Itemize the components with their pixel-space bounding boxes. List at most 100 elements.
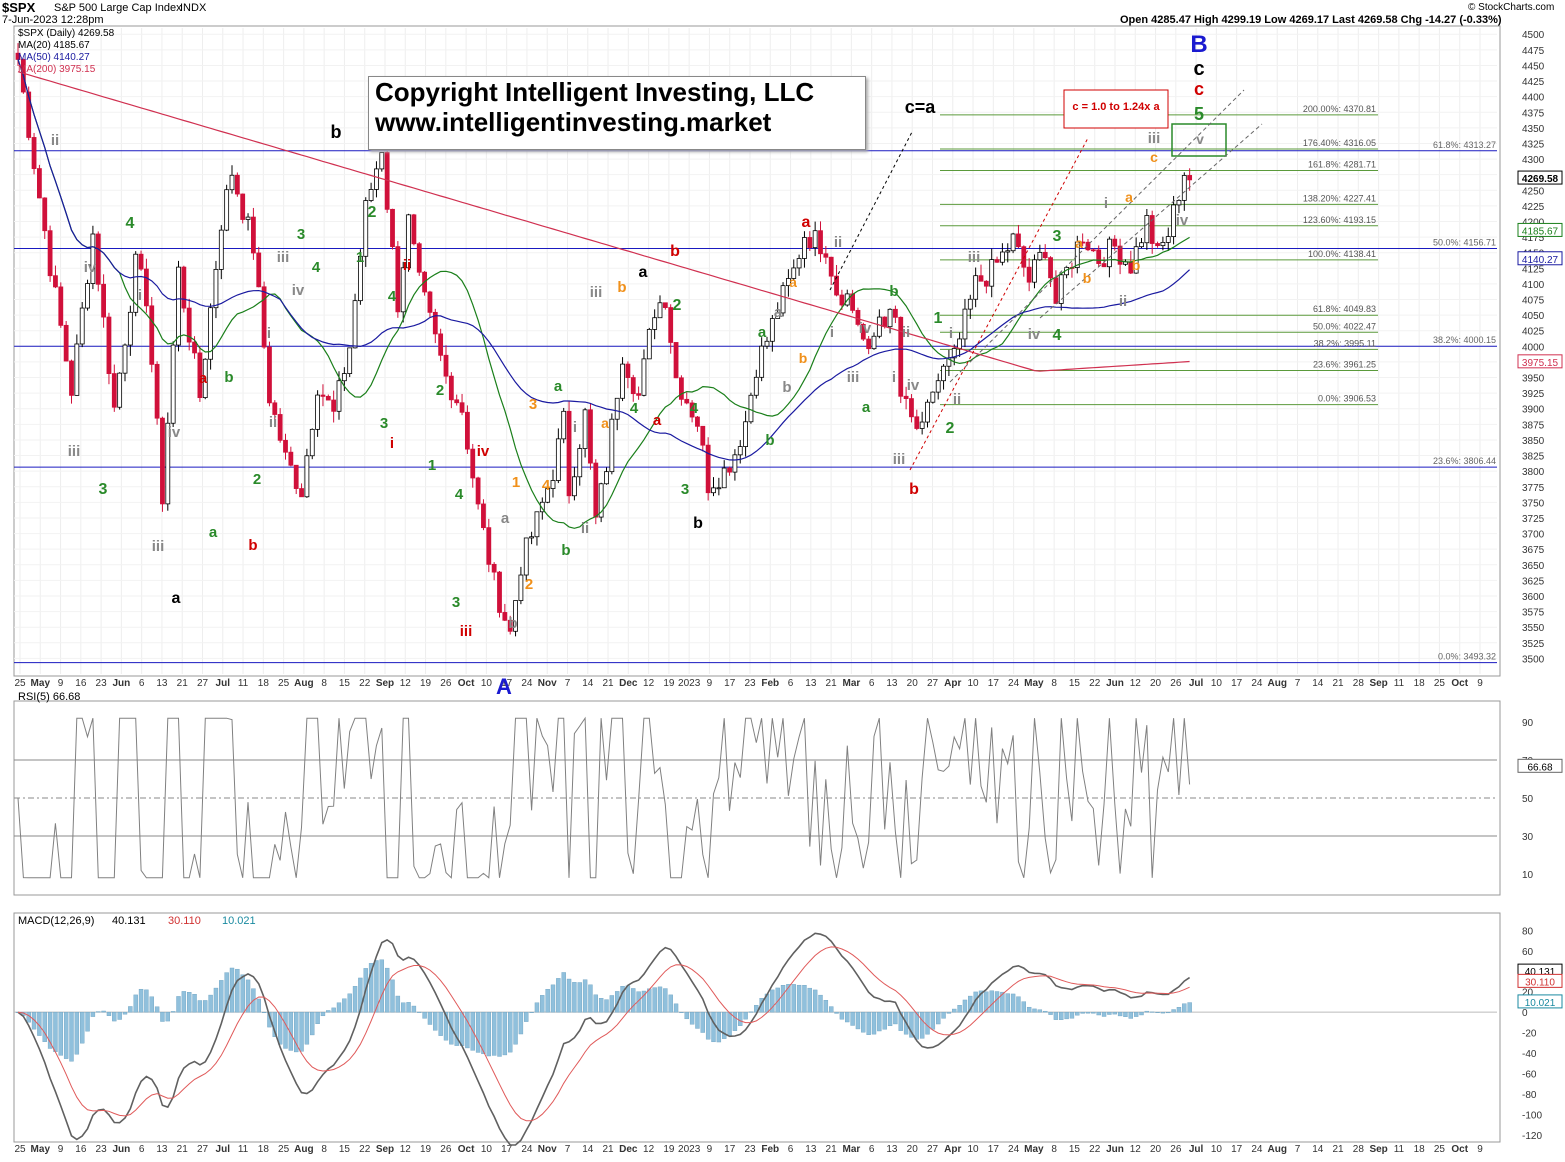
candle-body: [620, 363, 625, 399]
macd-histogram-bar: [1133, 1011, 1139, 1017]
candle-body: [529, 536, 534, 539]
retracement-label: 0.0%: 3493.32: [1438, 652, 1496, 662]
macd-histogram-bar: [96, 1011, 101, 1013]
candle-body: [101, 283, 106, 318]
macd-histogram-bar: [502, 1011, 508, 1056]
wave-label: a: [501, 510, 510, 527]
candle-body: [256, 252, 262, 288]
x-tick-label: Mar: [842, 678, 860, 689]
x-tick-label: 8: [1051, 678, 1057, 689]
candle-body: [1149, 215, 1155, 244]
macd-histogram-bar: [90, 1011, 96, 1017]
candle-body: [802, 237, 807, 259]
x-tick-label-bottom: 26: [1170, 1144, 1182, 1155]
wave-label: b: [670, 243, 680, 260]
wave-label: 2: [368, 204, 377, 221]
candle-body: [379, 152, 385, 170]
x-tick-label: 15: [339, 678, 351, 689]
macd-histogram-bar: [342, 998, 347, 1013]
x-tick-label: Nov: [538, 678, 557, 689]
x-tick-label: 25: [14, 678, 26, 689]
x-tick-label-bottom: 19: [420, 1144, 432, 1155]
macd-histogram-bar: [1016, 996, 1021, 1013]
candle-body: [363, 200, 369, 257]
macd-histogram-bar: [1117, 1011, 1123, 1017]
macd-histogram-bar: [711, 1011, 716, 1043]
wave-label: ii: [1119, 293, 1127, 310]
y-tick-label: 4175: [1522, 233, 1545, 244]
macd-tag: [1517, 973, 1563, 988]
y-tick-label: 4225: [1522, 202, 1545, 213]
macd-histogram-bar: [775, 987, 780, 1013]
x-tick-label-bottom: 11: [238, 1144, 249, 1155]
macd-histogram-bar: [866, 1011, 871, 1035]
macd-histogram-bar: [732, 1011, 738, 1031]
candle-body: [63, 324, 69, 362]
wave-label: 4: [630, 400, 639, 417]
copyright-box: Copyright Intelligent Investing, LLC www…: [368, 76, 866, 150]
macd-histogram-bar: [930, 1011, 936, 1030]
candle-body: [149, 305, 155, 365]
candle-body: [267, 346, 272, 404]
fib-label: 23.6%: 3961.25: [1313, 360, 1376, 370]
candle-body: [523, 537, 529, 576]
y-tick-label: 3500: [1522, 654, 1545, 665]
wave-label: c: [1194, 79, 1204, 99]
x-tick-label: 24: [1251, 678, 1263, 689]
macd-histogram-bar: [812, 989, 818, 1013]
candle-body: [240, 193, 246, 220]
x-tick-label-bottom: 20: [907, 1144, 919, 1155]
x-tick-label-bottom: 15: [1069, 1144, 1081, 1155]
candle-body: [828, 256, 834, 277]
macd-histogram-bar: [352, 986, 358, 1013]
x-tick-label-bottom: 8: [321, 1144, 327, 1155]
candle-body: [695, 416, 700, 427]
candle-body: [753, 376, 759, 396]
x-tick-label-bottom: 14: [1312, 1144, 1324, 1155]
x-tick-label-bottom: 15: [339, 1144, 351, 1155]
index-name: S&P 500 Large Cap Index: [54, 2, 182, 14]
candle-body: [1074, 241, 1080, 268]
wave-label: v: [1196, 131, 1204, 147]
x-tick-label: 18: [258, 678, 270, 689]
macd-histogram-bar: [1042, 1010, 1048, 1013]
macd-histogram-bar: [994, 991, 1000, 1013]
macd-histogram-bar: [652, 987, 657, 1013]
macd-histogram-bar: [186, 992, 192, 1013]
wave-label: 5: [1194, 104, 1204, 124]
wave-5-box: [1171, 123, 1227, 157]
x-tick-label: Jul: [216, 678, 231, 689]
macd-histogram-bar: [310, 1011, 315, 1036]
y-tick-label: 3875: [1522, 420, 1545, 431]
macd-histogram-bar: [1107, 1011, 1112, 1015]
wave-label: 4: [388, 288, 397, 305]
candle-body: [31, 137, 37, 169]
x-tick-label-bottom: 22: [359, 1144, 371, 1155]
legend-ma20: MA(20) 4185.67: [18, 40, 90, 51]
candle-body: [796, 258, 802, 269]
wave-label: a: [601, 415, 609, 431]
x-tick-label: 23: [96, 678, 108, 689]
macd-histogram-bar: [154, 1006, 160, 1013]
y-tick-label: 3725: [1522, 514, 1545, 525]
candle-body: [1080, 241, 1086, 244]
wave-label: a: [554, 378, 563, 395]
wave-label: a: [802, 214, 811, 231]
wave-label: 3: [529, 396, 537, 413]
x-tick-label-bottom: 25: [1434, 1144, 1446, 1155]
wave-label: 3: [1053, 228, 1062, 245]
macd-histogram-bar: [320, 1011, 326, 1017]
candle-body: [1096, 249, 1102, 264]
rsi-y-tick: 90: [1522, 718, 1534, 729]
wave-label: b: [799, 350, 808, 366]
macd-histogram-bar: [919, 1011, 925, 1039]
macd-histogram-bar: [636, 991, 641, 1013]
x-tick-label: 12: [400, 678, 412, 689]
macd-histogram-bar: [577, 982, 582, 1013]
candle-body: [229, 174, 235, 191]
candle-body: [705, 444, 711, 494]
candle-body: [272, 402, 278, 415]
x-tick-label-bottom: Sep: [376, 1144, 394, 1155]
candle-body: [983, 280, 989, 287]
y-tick-label: 4450: [1522, 61, 1545, 72]
